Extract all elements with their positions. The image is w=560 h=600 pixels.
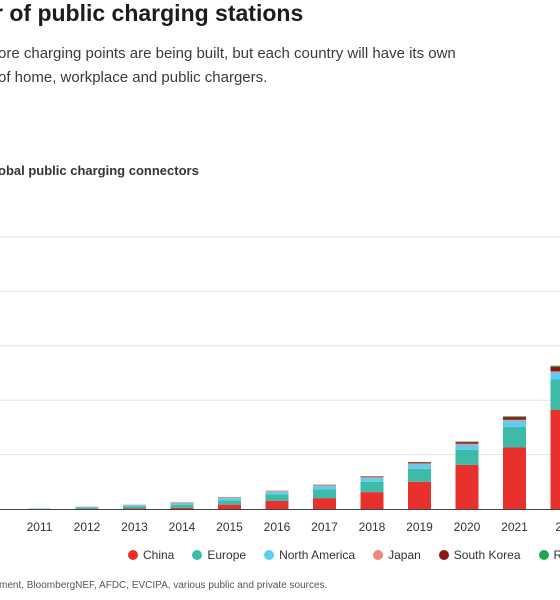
x-tick-label: 2015 (216, 520, 243, 534)
bar-china-20 (550, 409, 560, 509)
legend-swatch (538, 550, 549, 560)
bar-north-america-20 (550, 372, 560, 380)
source-note: ment, BloombergNEF, AFDC, EVCIPA, variou… (0, 580, 328, 591)
bar-north-america-2017 (313, 486, 336, 490)
bar-north-america-2016 (265, 491, 289, 495)
legend-item-south-korea: South Korea (438, 548, 521, 562)
x-tick-label: 2014 (169, 520, 196, 534)
bar-japan-2019 (408, 463, 431, 465)
legend-item-north-america: North America (264, 548, 355, 562)
bar-japan-2017 (313, 485, 336, 487)
bar-r-2021 (503, 416, 526, 418)
bar-japan-2021 (503, 419, 526, 421)
legend-item-china: China (128, 548, 174, 562)
bar-south-korea-20 (550, 367, 560, 372)
chart-heading: obal public charging connectors (0, 163, 199, 178)
bar-north-america-2014 (170, 502, 194, 505)
bar-south-korea-2019 (408, 462, 431, 464)
legend-swatch (192, 550, 203, 560)
bar-north-america-2013 (123, 505, 146, 507)
bar-north-america-2015 (218, 498, 241, 501)
bar-china-2018 (360, 492, 384, 509)
bar-europe-2019 (408, 468, 431, 482)
bar-europe-2015 (218, 500, 241, 505)
bar-europe-2016 (265, 494, 289, 501)
legend-item-r: R (538, 548, 560, 562)
legend-label: Europe (207, 548, 247, 562)
bar-north-america-2019 (408, 464, 431, 469)
chart-subtitle: ore charging points are being built, but… (0, 42, 560, 90)
bar-north-america-2020 (455, 444, 479, 450)
chart-title: r of public charging stations (0, 0, 304, 26)
bar-japan-20 (550, 371, 560, 373)
bar-china-2015 (218, 504, 241, 509)
bar-china-2017 (313, 498, 336, 509)
legend-label: Japan (388, 548, 421, 562)
x-tick-label: 2012 (74, 520, 101, 534)
x-tick-label: 2017 (311, 520, 338, 534)
bar-south-korea-2020 (455, 442, 479, 444)
x-tick-label: 2011 (27, 520, 53, 534)
bar-china-2021 (503, 447, 526, 509)
subtitle-line-1: ore charging points are being built, but… (0, 45, 456, 62)
legend-swatch (264, 550, 275, 560)
bar-r-20 (550, 365, 560, 368)
bar-europe-20 (550, 379, 560, 410)
bar-europe-2021 (503, 426, 526, 448)
bar-china-2019 (408, 481, 431, 509)
bar-europe-2020 (455, 449, 479, 465)
bar-japan-2016 (265, 490, 289, 492)
legend-label: R (553, 548, 560, 562)
bar-europe-2014 (170, 504, 194, 508)
legend-swatch (373, 550, 384, 560)
bar-china-2016 (265, 500, 289, 509)
x-tick-label: 2013 (121, 520, 148, 534)
bar-china-2020 (455, 464, 479, 509)
bar-japan-2018 (360, 477, 384, 479)
legend-item-japan: Japan (373, 548, 421, 562)
legend-item-europe: Europe (192, 548, 246, 562)
x-tick-label: 2021 (501, 520, 528, 534)
bar-japan-2015 (218, 497, 241, 499)
x-tick-label: 20 (555, 520, 560, 534)
bar-north-america-2018 (360, 478, 384, 482)
bar-north-america-2012 (75, 506, 99, 508)
bar-europe-2013 (123, 506, 146, 509)
bar-europe-2018 (360, 481, 384, 493)
bar-south-korea-2018 (360, 476, 384, 478)
bar-japan-2014 (170, 502, 194, 503)
x-tick-label: 2016 (264, 520, 291, 534)
legend-swatch (128, 550, 138, 560)
bar-r-2020 (455, 441, 479, 443)
legend-label: North America (279, 548, 356, 562)
legend-swatch (438, 550, 449, 560)
bar-south-korea-2021 (503, 417, 526, 420)
bar-japan-2020 (455, 443, 479, 445)
bar-europe-2012 (75, 507, 99, 509)
bar-china-2013 (123, 508, 146, 509)
bar-japan-2013 (123, 504, 146, 506)
legend-label: South Korea (453, 548, 521, 562)
x-tick-label: 2019 (406, 520, 433, 534)
x-tick-label: 2018 (359, 520, 386, 534)
bar-north-america-2021 (503, 420, 526, 427)
bar-china-2014 (170, 507, 194, 509)
subtitle-line-2: of home, workplace and public chargers. (0, 69, 268, 86)
legend-label: China (143, 548, 175, 562)
chart-legend: China Europe North America Japan South Korea… (128, 546, 560, 564)
bar-europe-2017 (313, 489, 336, 499)
x-tick-label: 2020 (454, 520, 481, 534)
